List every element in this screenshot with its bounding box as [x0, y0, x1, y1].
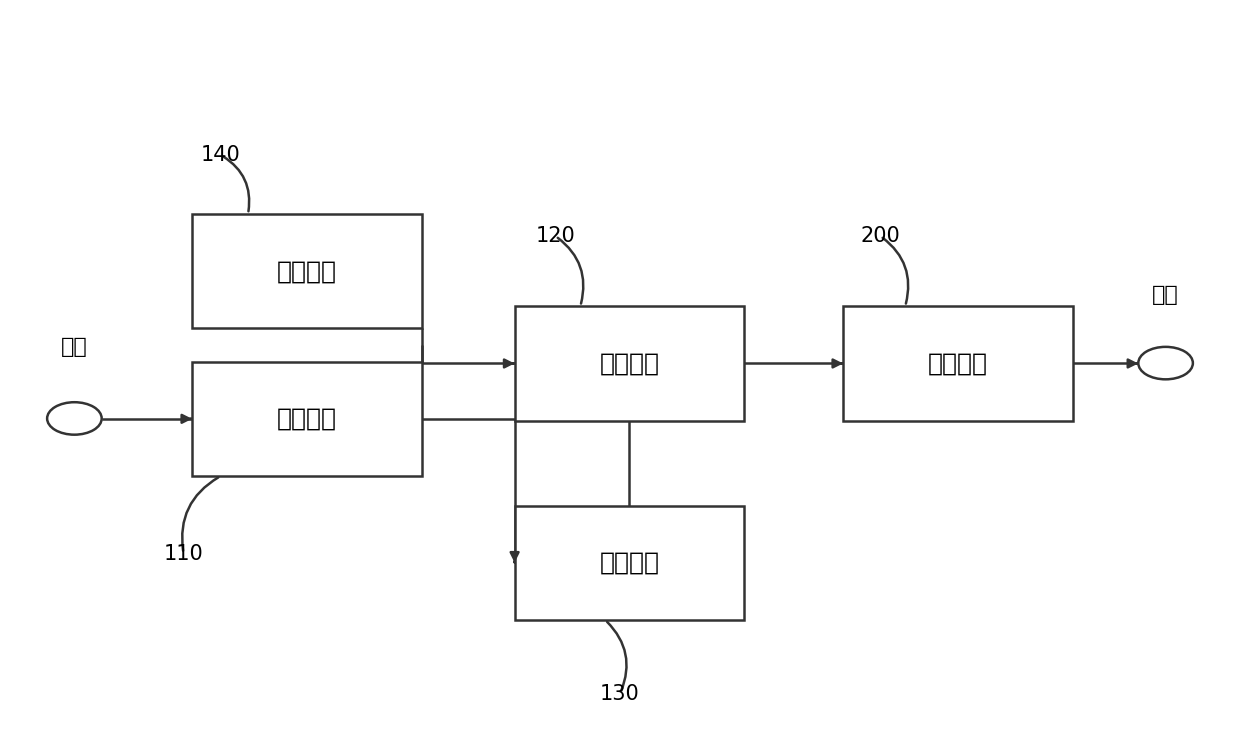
Text: 200: 200 — [861, 226, 900, 246]
Bar — [515, 506, 744, 620]
Text: 120: 120 — [536, 226, 575, 246]
Bar — [515, 306, 744, 421]
Text: 110: 110 — [164, 543, 203, 564]
Text: 130: 130 — [600, 683, 640, 704]
Text: 输出: 输出 — [1152, 285, 1179, 306]
Bar — [192, 362, 422, 476]
Text: 处理单元: 处理单元 — [928, 351, 988, 376]
Text: 转换单元: 转换单元 — [599, 351, 660, 376]
Text: 140: 140 — [201, 145, 241, 165]
Text: 放大单元: 放大单元 — [277, 407, 337, 431]
Text: 供电单元: 供电单元 — [277, 259, 337, 283]
Bar — [192, 214, 422, 328]
Text: 反馈单元: 反馈单元 — [599, 551, 660, 575]
Bar — [843, 306, 1073, 421]
Text: 输入: 输入 — [61, 337, 88, 357]
